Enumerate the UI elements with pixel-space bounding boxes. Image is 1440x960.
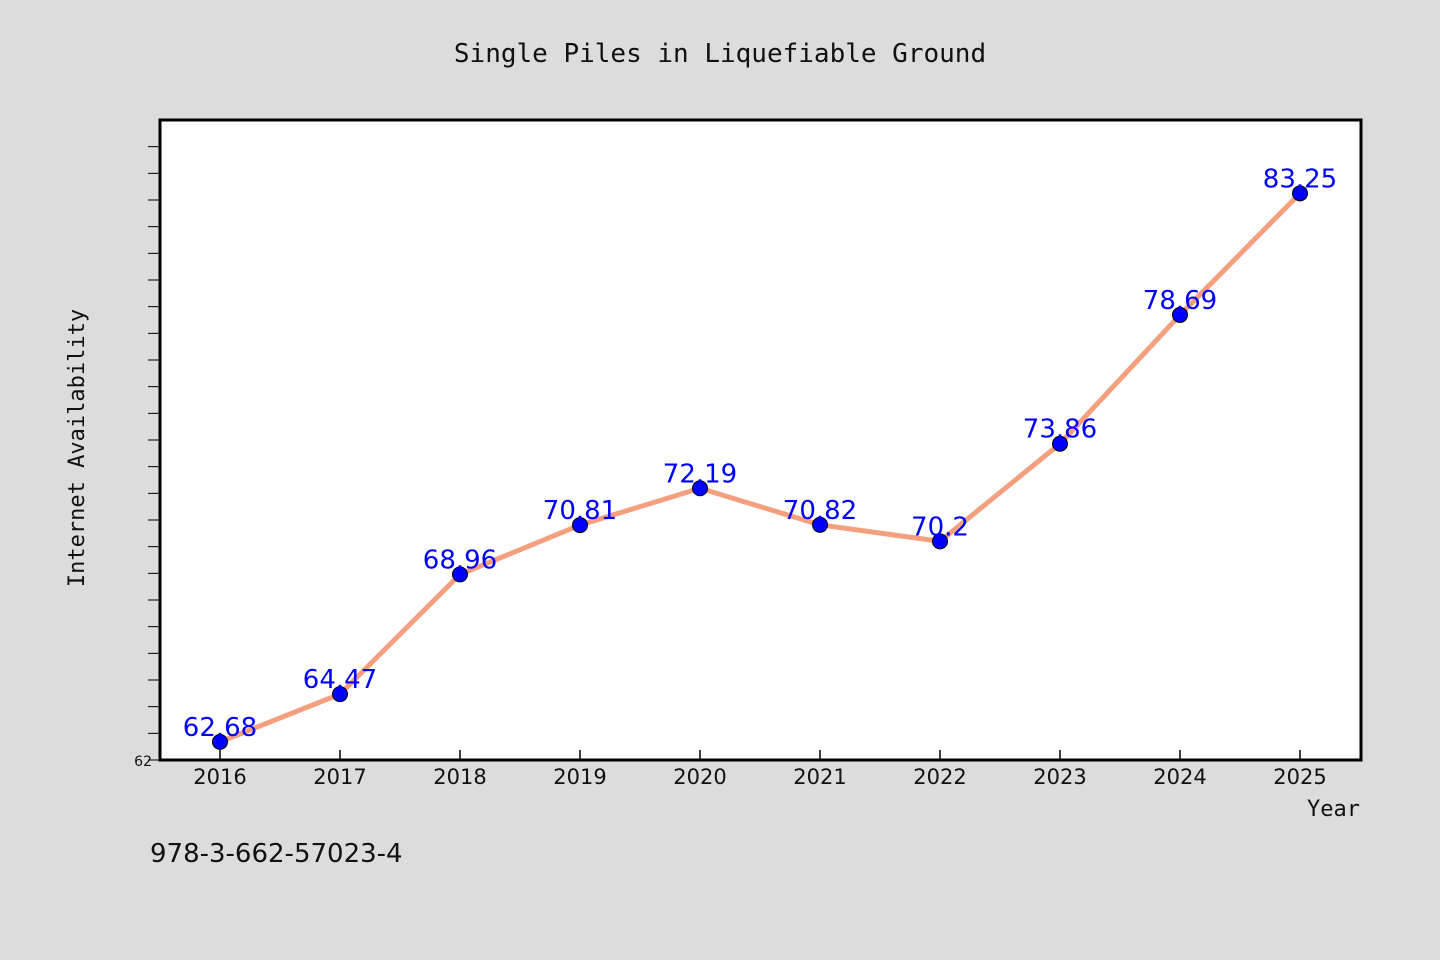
data-label: 72.19 bbox=[663, 459, 737, 489]
data-point-marker bbox=[932, 533, 948, 550]
data-label: 70.2 bbox=[911, 512, 969, 542]
chart-title: Single Piles in Liquefiable Ground bbox=[454, 39, 986, 69]
plot-area bbox=[158, 118, 1363, 762]
x-tick-label: 2022 bbox=[913, 765, 966, 789]
data-label: 64.47 bbox=[303, 665, 377, 695]
x-axis-tick-labels: 2016 2017 2018 2019 2020 2021 2022 2023 2024 2025 bbox=[193, 765, 1326, 789]
data-label: 73.86 bbox=[1023, 415, 1097, 445]
x-tick-label: 2017 bbox=[313, 765, 366, 789]
series-markers bbox=[212, 185, 1308, 750]
data-point-marker bbox=[1172, 306, 1188, 323]
data-label: 78.69 bbox=[1143, 286, 1217, 316]
x-axis-label: Year bbox=[1307, 797, 1360, 822]
data-label: 70.81 bbox=[543, 496, 617, 526]
y-axis-label: Internet Availability bbox=[65, 309, 90, 587]
data-point-marker bbox=[1052, 435, 1068, 452]
isbn-text: 978-3-662-57023-4 bbox=[150, 839, 403, 869]
x-tick-label: 2023 bbox=[1033, 765, 1086, 789]
data-point-marker bbox=[452, 566, 468, 583]
x-tick-label: 2016 bbox=[193, 765, 246, 789]
data-point-marker bbox=[692, 480, 708, 497]
data-point-marker bbox=[1292, 185, 1308, 202]
x-tick-label: 2018 bbox=[433, 765, 486, 789]
y-axis-ticks bbox=[148, 146, 160, 761]
series-line bbox=[217, 190, 1303, 745]
data-point-marker bbox=[812, 516, 828, 533]
x-tick-label: 2025 bbox=[1273, 765, 1326, 789]
x-tick-label: 2021 bbox=[793, 765, 846, 789]
data-point-marker bbox=[212, 733, 228, 750]
y-tick-label: 62 bbox=[134, 754, 152, 770]
data-label: 83.25 bbox=[1263, 164, 1337, 194]
data-labels: 62.68 64.47 68.96 70.81 72.19 70.82 70.2 73.86 7… bbox=[183, 164, 1337, 743]
data-label: 70.82 bbox=[783, 496, 857, 526]
x-tick-label: 2020 bbox=[673, 765, 726, 789]
x-axis-ticks bbox=[219, 750, 1301, 760]
x-tick-label: 2024 bbox=[1153, 765, 1206, 789]
x-tick-label: 2019 bbox=[553, 765, 606, 789]
data-point-marker bbox=[332, 686, 348, 703]
data-label: 68.96 bbox=[423, 545, 497, 575]
data-point-marker bbox=[572, 517, 588, 534]
data-label: 62.68 bbox=[183, 713, 257, 743]
